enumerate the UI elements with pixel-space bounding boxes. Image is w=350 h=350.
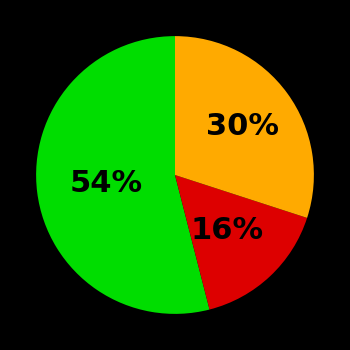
Text: 54%: 54% — [70, 169, 143, 198]
Text: 30%: 30% — [206, 112, 279, 140]
Wedge shape — [175, 36, 314, 218]
Wedge shape — [175, 175, 307, 309]
Text: 16%: 16% — [191, 216, 264, 245]
Wedge shape — [36, 36, 210, 314]
